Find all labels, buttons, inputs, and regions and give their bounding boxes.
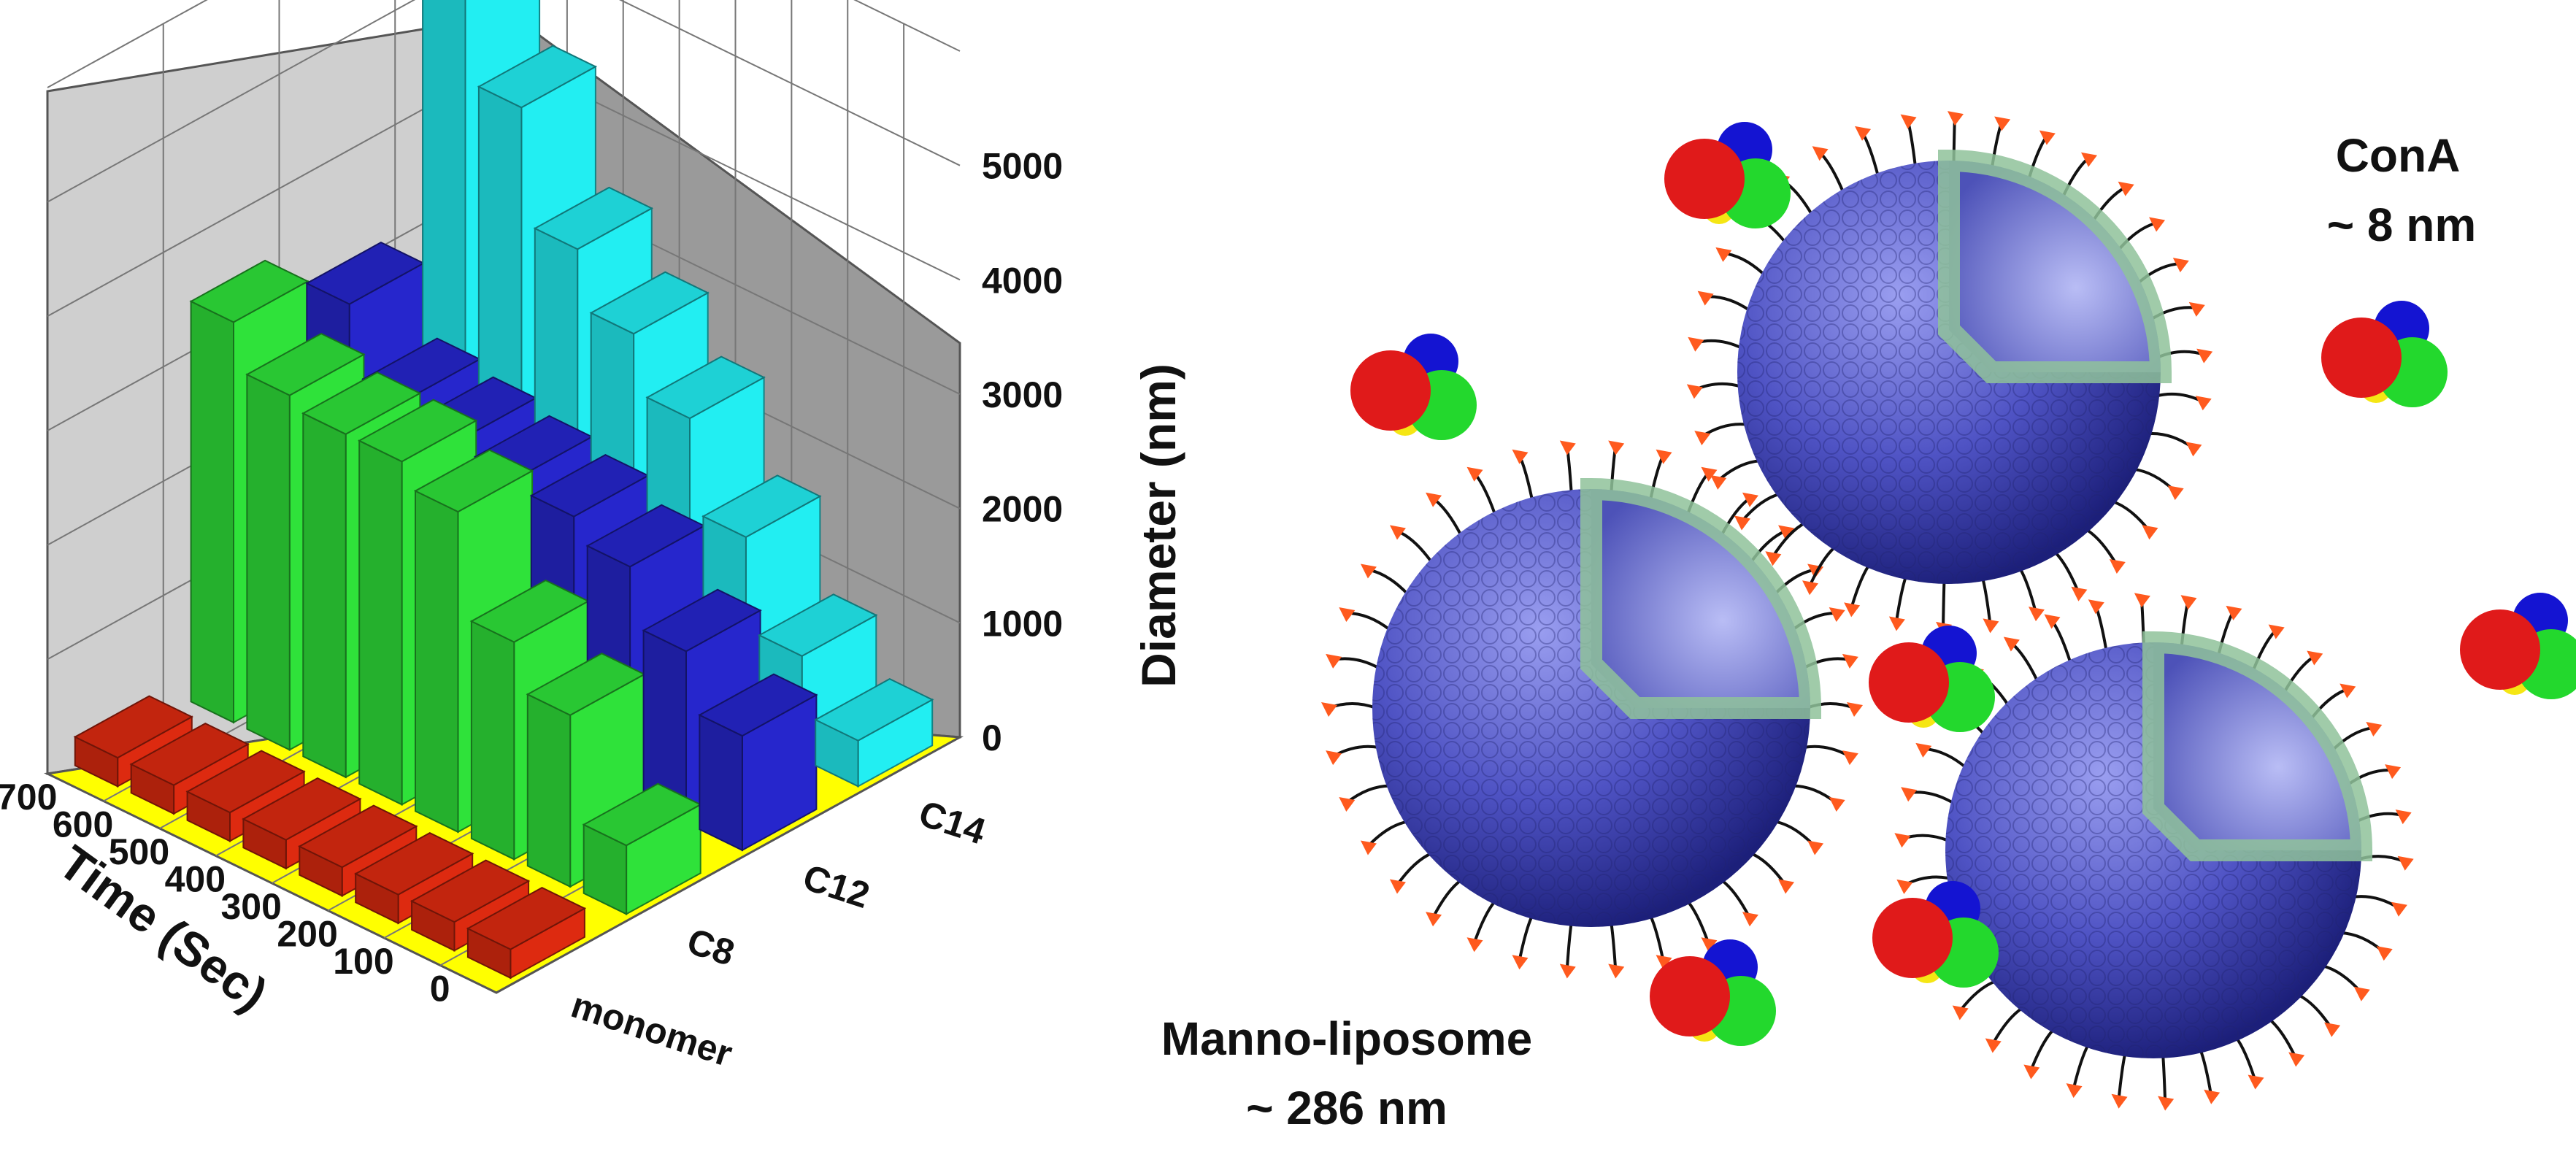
z-axis-title: Diameter (nm)	[1131, 363, 1185, 688]
gridline	[47, 0, 961, 203]
gridline	[47, 0, 961, 88]
liposome-label: Manno-liposome	[1161, 1012, 1532, 1065]
z-tick-label: 0	[982, 718, 1002, 758]
z-tick-label: 1000	[982, 603, 1063, 644]
x-tick-label: 600	[53, 804, 113, 845]
liposome-size-label: ~ 286 nm	[1246, 1082, 1447, 1134]
bar-monomer-t0	[466, 886, 587, 980]
liposome-sphere	[1894, 593, 2414, 1111]
z-tick-label: 3000	[982, 374, 1063, 415]
cona-protein	[1664, 122, 1791, 228]
y-tick-label: C12	[798, 856, 874, 916]
liposome-sphere	[1321, 440, 1863, 979]
x-tick-label: 700	[0, 777, 57, 818]
liposome-illustration: ConA ~ 8 nm Manno-liposome ~ 286 nm	[1161, 111, 2576, 1134]
z-tick-label: 5000	[982, 146, 1063, 187]
bar-C8-t0	[582, 782, 702, 915]
bar-C14-t0	[814, 677, 934, 788]
liposome-sphere	[1686, 111, 2213, 636]
bars	[73, 0, 934, 980]
y-tick-label: C14	[914, 793, 991, 853]
cona-protein	[2321, 301, 2448, 407]
x-tick-label: 100	[333, 941, 393, 982]
x-tick-label: 200	[277, 913, 337, 954]
y-tick-label: C8	[683, 920, 739, 974]
x-tick-label: 300	[221, 886, 282, 927]
cona-protein	[2460, 593, 2576, 699]
cona-protein	[1350, 334, 1477, 440]
z-tick-label: 4000	[982, 260, 1063, 301]
y-tick-label: monomer	[566, 984, 737, 1074]
cona-protein	[1872, 881, 1999, 988]
cona-label: ConA	[2336, 129, 2461, 182]
x-tick-label: 400	[165, 858, 226, 899]
bar-C12-t0	[698, 673, 818, 852]
bar-C8-t100	[526, 653, 646, 888]
cona-size-label: ~ 8 nm	[2327, 199, 2477, 251]
z-tick-label: 2000	[982, 489, 1063, 530]
x-tick-label: 0	[430, 968, 450, 1009]
cona-protein	[1869, 626, 1995, 732]
cona-protein	[1650, 939, 1776, 1046]
x-tick-label: 500	[109, 831, 169, 872]
